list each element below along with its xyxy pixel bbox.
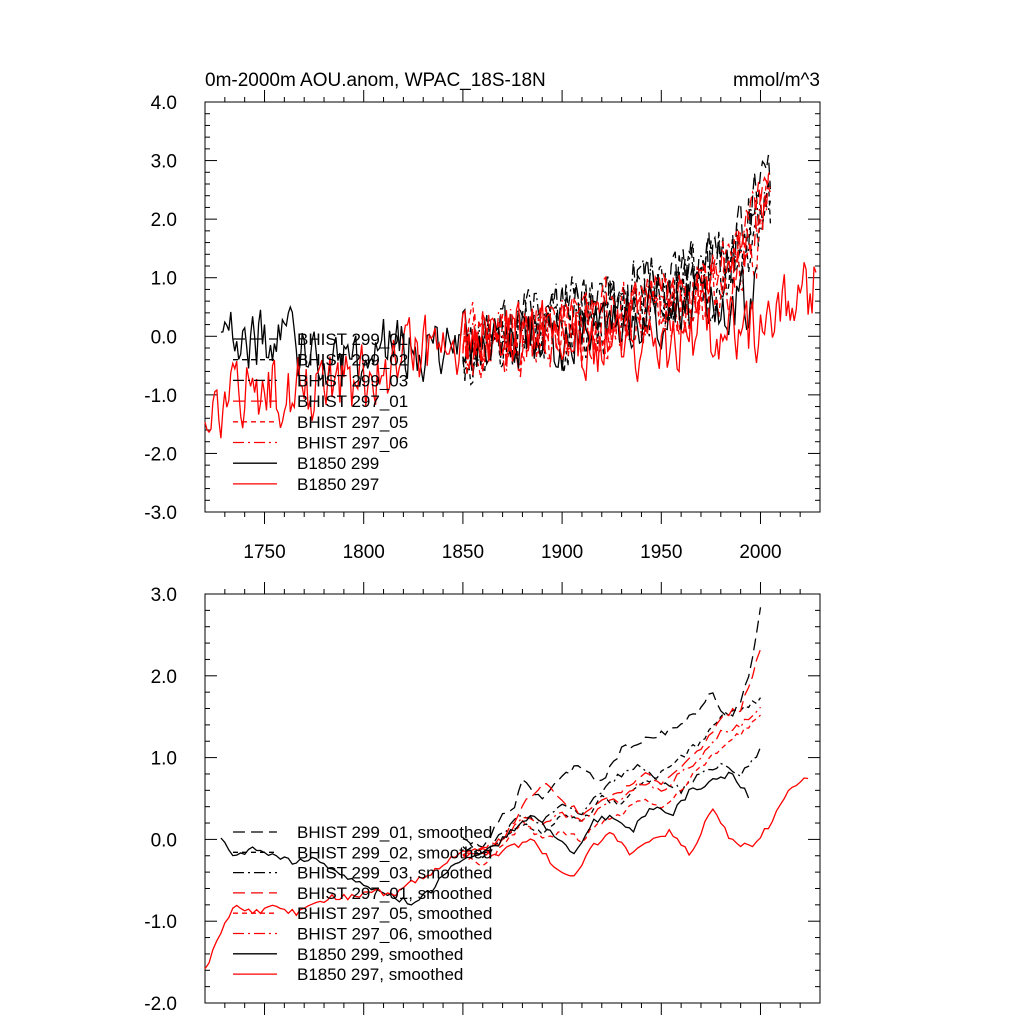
legend-label: BHIST 297_06 bbox=[297, 434, 408, 453]
legend-label: BHIST 297_01 bbox=[297, 392, 408, 411]
legend-label: B1850 297, smoothed bbox=[297, 965, 463, 984]
y-tick-label: -1.0 bbox=[144, 912, 177, 933]
legend-label: B1850 297 bbox=[297, 475, 379, 494]
y-tick-label: -2.0 bbox=[144, 994, 177, 1015]
top-axis-ticks bbox=[205, 90, 820, 524]
top-panel: 0m-2000m AOU.anom, WPAC_18S-18N mmol/m^3… bbox=[144, 70, 821, 563]
top-units: mmol/m^3 bbox=[733, 70, 820, 91]
series-line-6 bbox=[220, 771, 750, 906]
top-plot-frame bbox=[204, 101, 821, 513]
legend-label: BHIST 297_06, smoothed bbox=[297, 925, 492, 944]
legend-label: BHIST 297_01, smoothed bbox=[297, 884, 492, 903]
x-tick-label: 1900 bbox=[541, 542, 583, 563]
x-tick-label: 1950 bbox=[640, 542, 682, 563]
bottom-panel: -2.0 -1.0 0.0 1.0 2.0 3.0 BHIST 299_01, smoot… bbox=[144, 582, 821, 1015]
legend-label: BHIST 299_03 bbox=[297, 371, 408, 390]
y-tick-label: 1.0 bbox=[151, 269, 177, 290]
series-line-7 bbox=[204, 777, 809, 970]
x-tick-label: 1800 bbox=[343, 542, 385, 563]
y-tick-label: -3.0 bbox=[144, 503, 177, 524]
legend-label: BHIST 297_05, smoothed bbox=[297, 904, 492, 923]
bottom-axis-ticks bbox=[205, 582, 820, 1015]
legend-label: BHIST 299_01 bbox=[297, 330, 408, 349]
top-title: 0m-2000m AOU.anom, WPAC_18S-18N bbox=[205, 70, 546, 91]
series-line-3 bbox=[462, 649, 762, 856]
legend-label: B1850 299, smoothed bbox=[297, 945, 463, 964]
series-line-7 bbox=[204, 262, 817, 439]
y-tick-label: 2.0 bbox=[151, 210, 177, 231]
x-tick-label: 1750 bbox=[243, 542, 285, 563]
legend-label: B1850 299 bbox=[297, 454, 379, 473]
legend-label: BHIST 299_03, smoothed bbox=[297, 864, 492, 883]
series-line-2 bbox=[462, 746, 762, 854]
legend-label: BHIST 299_02 bbox=[297, 351, 408, 370]
y-tick-label: 2.0 bbox=[151, 667, 177, 688]
top-x-tick-labels: 1750 1800 1850 1900 1950 2000 bbox=[243, 542, 781, 563]
legend-label: BHIST 299_01, smoothed bbox=[297, 823, 492, 842]
series-line-4 bbox=[462, 714, 761, 867]
x-tick-label: 1850 bbox=[442, 542, 484, 563]
y-tick-label: 0.0 bbox=[151, 830, 177, 851]
top-series bbox=[204, 154, 817, 439]
bottom-plot-frame bbox=[204, 593, 821, 1004]
series-line-5 bbox=[462, 169, 771, 378]
y-tick-label: 1.0 bbox=[151, 749, 177, 770]
y-tick-label: -1.0 bbox=[144, 386, 177, 407]
y-tick-label: 4.0 bbox=[151, 93, 177, 114]
legend-label: BHIST 299_02, smoothed bbox=[297, 843, 492, 862]
bottom-y-tick-labels: -2.0 -1.0 0.0 1.0 2.0 3.0 bbox=[144, 585, 177, 1015]
bottom-series bbox=[204, 607, 809, 970]
y-tick-label: -2.0 bbox=[144, 444, 177, 465]
series-line-2 bbox=[462, 192, 772, 381]
y-tick-label: 0.0 bbox=[151, 327, 177, 348]
series-line-5 bbox=[462, 706, 761, 858]
x-tick-label: 2000 bbox=[739, 542, 781, 563]
legend-label: BHIST 297_05 bbox=[297, 413, 408, 432]
y-tick-label: 3.0 bbox=[151, 585, 177, 606]
series-line-0 bbox=[462, 607, 762, 848]
y-tick-label: 3.0 bbox=[151, 152, 177, 173]
top-y-tick-labels: -3.0 -2.0 -1.0 0.0 1.0 2.0 3.0 4.0 bbox=[144, 93, 177, 524]
